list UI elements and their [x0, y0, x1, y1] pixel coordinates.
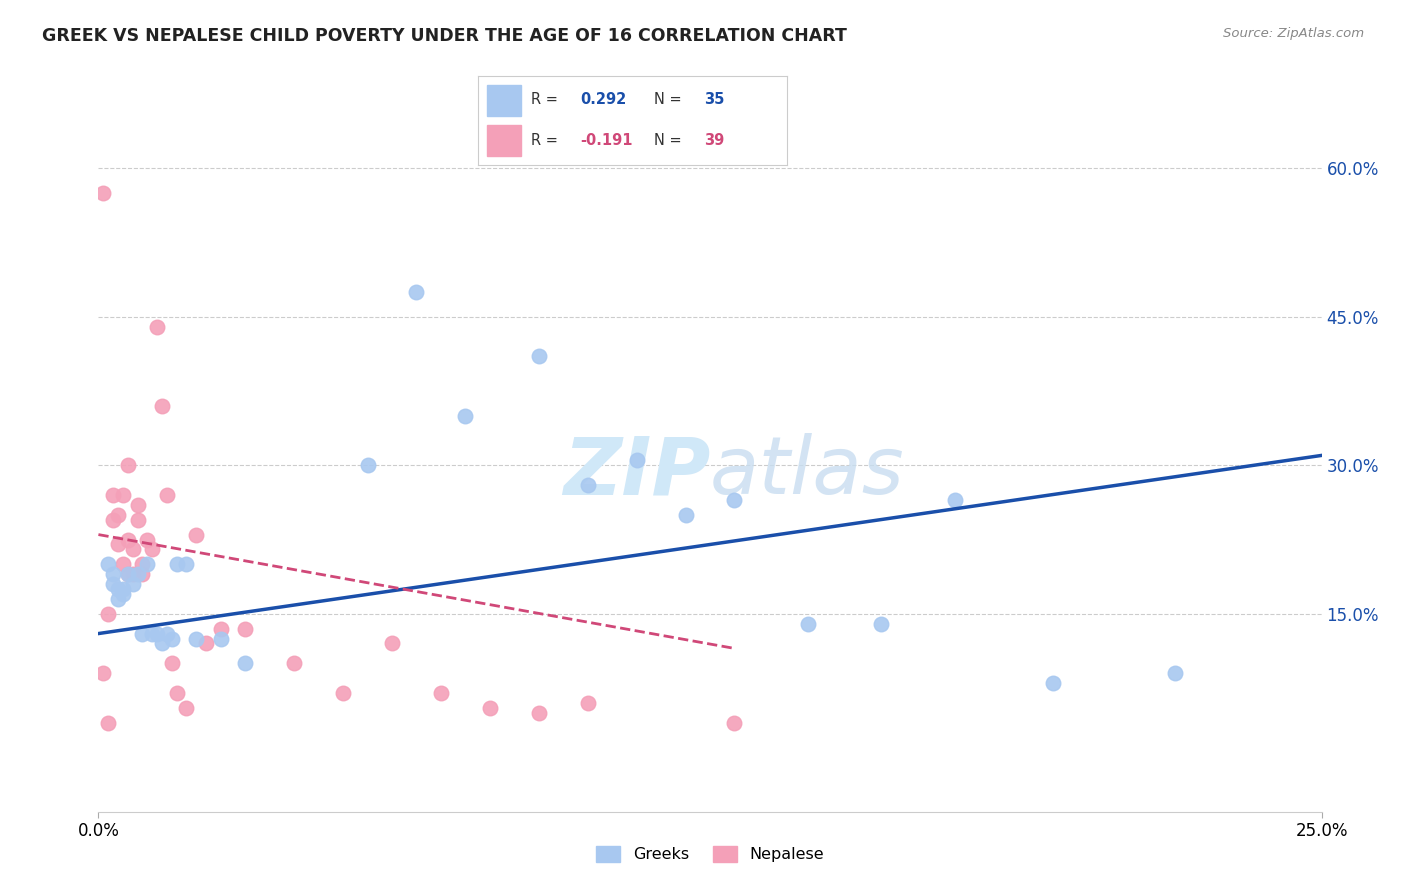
- Point: [141, 626, 163, 640]
- Point: [91, 666, 114, 681]
- Point: [107, 582, 129, 596]
- Point: [166, 558, 188, 572]
- Point: [121, 577, 143, 591]
- Text: ZIP: ZIP: [562, 434, 710, 511]
- Text: 0.292: 0.292: [581, 93, 626, 107]
- Point: [356, 458, 378, 473]
- Point: [150, 399, 173, 413]
- Point: [209, 622, 232, 636]
- Point: [283, 657, 305, 671]
- Point: [97, 715, 120, 730]
- Point: [131, 626, 153, 640]
- Point: [186, 527, 208, 541]
- Point: [117, 567, 139, 582]
- Point: [150, 636, 173, 650]
- Point: [111, 488, 134, 502]
- Point: [209, 632, 232, 646]
- Point: [131, 567, 153, 582]
- Point: [478, 700, 501, 714]
- Point: [141, 542, 163, 557]
- Point: [107, 537, 129, 551]
- Point: [136, 533, 159, 547]
- Point: [332, 686, 354, 700]
- Text: Source: ZipAtlas.com: Source: ZipAtlas.com: [1223, 27, 1364, 40]
- Point: [121, 567, 143, 582]
- Point: [117, 533, 139, 547]
- Text: N =: N =: [654, 93, 686, 107]
- Point: [195, 636, 218, 650]
- Point: [233, 657, 256, 671]
- Point: [576, 696, 599, 710]
- Point: [723, 715, 745, 730]
- Point: [101, 513, 124, 527]
- Point: [121, 542, 143, 557]
- Point: [101, 567, 124, 582]
- Point: [176, 700, 198, 714]
- Point: [166, 686, 188, 700]
- Point: [626, 453, 648, 467]
- Point: [97, 607, 120, 621]
- Point: [430, 686, 453, 700]
- Point: [136, 558, 159, 572]
- Point: [576, 478, 599, 492]
- Point: [1042, 676, 1064, 690]
- Point: [1164, 666, 1187, 681]
- Point: [127, 498, 149, 512]
- Text: 35: 35: [704, 93, 724, 107]
- Point: [146, 319, 169, 334]
- Text: -0.191: -0.191: [581, 133, 633, 147]
- Point: [111, 582, 134, 596]
- Point: [527, 350, 550, 364]
- Point: [107, 508, 129, 522]
- Point: [675, 508, 697, 522]
- Point: [117, 458, 139, 473]
- Point: [91, 186, 114, 201]
- Point: [97, 558, 120, 572]
- Point: [160, 657, 183, 671]
- Point: [797, 616, 820, 631]
- Point: [723, 492, 745, 507]
- Point: [405, 285, 427, 299]
- Text: R =: R =: [530, 133, 562, 147]
- Text: N =: N =: [654, 133, 686, 147]
- Legend: Greeks, Nepalese: Greeks, Nepalese: [589, 839, 831, 869]
- Point: [160, 632, 183, 646]
- FancyBboxPatch shape: [488, 125, 522, 156]
- Point: [156, 488, 179, 502]
- Point: [870, 616, 893, 631]
- Point: [127, 567, 149, 582]
- Point: [101, 488, 124, 502]
- Point: [381, 636, 404, 650]
- Point: [454, 409, 477, 423]
- Point: [101, 577, 124, 591]
- FancyBboxPatch shape: [488, 85, 522, 116]
- Point: [131, 558, 153, 572]
- Text: atlas: atlas: [710, 434, 905, 511]
- Point: [176, 558, 198, 572]
- Point: [117, 567, 139, 582]
- Point: [186, 632, 208, 646]
- Point: [146, 626, 169, 640]
- Text: 39: 39: [704, 133, 724, 147]
- Point: [943, 492, 966, 507]
- Point: [156, 626, 179, 640]
- Text: GREEK VS NEPALESE CHILD POVERTY UNDER THE AGE OF 16 CORRELATION CHART: GREEK VS NEPALESE CHILD POVERTY UNDER TH…: [42, 27, 846, 45]
- Point: [527, 706, 550, 720]
- Point: [111, 558, 134, 572]
- Text: R =: R =: [530, 93, 562, 107]
- Point: [111, 587, 134, 601]
- Point: [233, 622, 256, 636]
- Point: [127, 513, 149, 527]
- Point: [107, 591, 129, 606]
